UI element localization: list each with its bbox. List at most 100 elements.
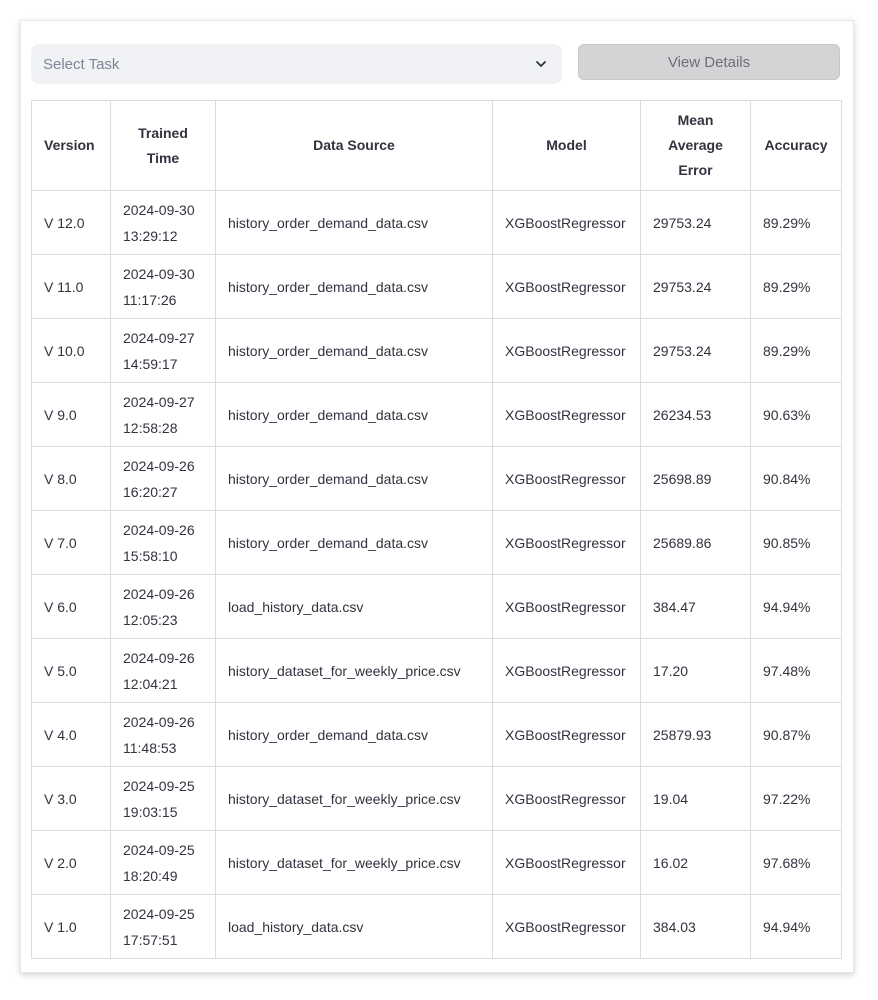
cell-mae: 29753.24 (640, 254, 751, 319)
cell-time: 12:04:21 (123, 675, 178, 692)
table-row: V 6.0 2024-09-26 12:05:23 load_history_da… (31, 574, 842, 639)
cell-model: XGBoostRegressor (492, 702, 641, 767)
cell-model: XGBoostRegressor (492, 382, 641, 447)
cell-version: V 1.0 (31, 894, 111, 959)
cell-date: 2024-09-25 (123, 841, 195, 858)
cell-model: XGBoostRegressor (492, 254, 641, 319)
header-mean-average-error[interactable]: Mean Average Error (640, 100, 751, 191)
cell-model: XGBoostRegressor (492, 190, 641, 255)
cell-trained-time: 2024-09-26 16:20:27 (110, 446, 216, 511)
table-row: V 10.0 2024-09-27 14:59:17 history_order_… (31, 318, 842, 383)
cell-model: XGBoostRegressor (492, 894, 641, 959)
table-row: V 3.0 2024-09-25 19:03:15 history_dataset… (31, 766, 842, 831)
cell-trained-time: 2024-09-26 15:58:10 (110, 510, 216, 575)
cell-accuracy: 97.68% (750, 830, 842, 895)
cell-accuracy: 90.85% (750, 510, 842, 575)
cell-data-source: history_order_demand_data.csv (215, 190, 493, 255)
cell-time: 13:29:12 (123, 227, 178, 244)
cell-accuracy: 94.94% (750, 574, 842, 639)
cell-mae: 384.47 (640, 574, 751, 639)
cell-model: XGBoostRegressor (492, 830, 641, 895)
cell-date: 2024-09-25 (123, 905, 195, 922)
header-model[interactable]: Model (492, 100, 641, 191)
cell-time: 16:20:27 (123, 483, 178, 500)
chevron-down-icon (532, 55, 550, 73)
table-row: V 4.0 2024-09-26 11:48:53 history_order_d… (31, 702, 842, 767)
cell-data-source: load_history_data.csv (215, 574, 493, 639)
cell-time: 14:59:17 (123, 355, 178, 372)
cell-date: 2024-09-26 (123, 585, 195, 602)
cell-model: XGBoostRegressor (492, 446, 641, 511)
cell-data-source: history_dataset_for_weekly_price.csv (215, 766, 493, 831)
cell-date: 2024-09-26 (123, 521, 195, 538)
cell-data-source: history_order_demand_data.csv (215, 382, 493, 447)
cell-version: V 10.0 (31, 318, 111, 383)
cell-time: 11:17:26 (123, 291, 177, 308)
cell-version: V 4.0 (31, 702, 111, 767)
cell-version: V 5.0 (31, 638, 111, 703)
cell-time: 11:48:53 (123, 739, 177, 756)
cell-trained-time: 2024-09-26 11:48:53 (110, 702, 216, 767)
cell-date: 2024-09-26 (123, 649, 195, 666)
header-accuracy[interactable]: Accuracy (750, 100, 842, 191)
cell-mae: 25698.89 (640, 446, 751, 511)
cell-trained-time: 2024-09-26 12:04:21 (110, 638, 216, 703)
cell-date: 2024-09-30 (123, 265, 195, 282)
cell-accuracy: 90.84% (750, 446, 842, 511)
cell-date: 2024-09-26 (123, 713, 195, 730)
cell-version: V 7.0 (31, 510, 111, 575)
table-row: V 9.0 2024-09-27 12:58:28 history_order_d… (31, 382, 842, 447)
table-row: V 2.0 2024-09-25 18:20:49 history_dataset… (31, 830, 842, 895)
cell-trained-time: 2024-09-25 17:57:51 (110, 894, 216, 959)
cell-version: V 9.0 (31, 382, 111, 447)
table-row: V 12.0 2024-09-30 13:29:12 history_order_… (31, 190, 842, 255)
cell-version: V 3.0 (31, 766, 111, 831)
cell-time: 19:03:15 (123, 803, 178, 820)
cell-mae: 17.20 (640, 638, 751, 703)
header-version[interactable]: Version (31, 100, 111, 191)
cell-mae: 384.03 (640, 894, 751, 959)
cell-data-source: history_order_demand_data.csv (215, 318, 493, 383)
training-history-card: Select Task View Details Version Trained… (20, 20, 854, 973)
cell-date: 2024-09-26 (123, 457, 195, 474)
table-row: V 1.0 2024-09-25 17:57:51 load_history_da… (31, 894, 842, 959)
cell-model: XGBoostRegressor (492, 510, 641, 575)
cell-mae: 25689.86 (640, 510, 751, 575)
cell-accuracy: 89.29% (750, 190, 842, 255)
header-trained-time[interactable]: Trained Time (110, 100, 216, 191)
cell-data-source: history_dataset_for_weekly_price.csv (215, 638, 493, 703)
task-select-placeholder: Select Task (43, 55, 120, 73)
cell-model: XGBoostRegressor (492, 318, 641, 383)
cell-mae: 25879.93 (640, 702, 751, 767)
cell-version: V 6.0 (31, 574, 111, 639)
cell-data-source: history_dataset_for_weekly_price.csv (215, 830, 493, 895)
cell-trained-time: 2024-09-25 18:20:49 (110, 830, 216, 895)
cell-mae: 16.02 (640, 830, 751, 895)
cell-accuracy: 94.94% (750, 894, 842, 959)
table-row: V 5.0 2024-09-26 12:04:21 history_dataset… (31, 638, 842, 703)
cell-date: 2024-09-25 (123, 777, 195, 794)
header-trained-time-line1: Trained (138, 124, 188, 141)
cell-mae: 29753.24 (640, 190, 751, 255)
cell-data-source: history_order_demand_data.csv (215, 254, 493, 319)
cell-time: 18:20:49 (123, 867, 178, 884)
header-data-source[interactable]: Data Source (215, 100, 493, 191)
cell-accuracy: 89.29% (750, 254, 842, 319)
cell-time: 12:05:23 (123, 611, 178, 628)
cell-date: 2024-09-27 (123, 393, 195, 410)
view-details-button[interactable]: View Details (578, 44, 840, 80)
toolbar: Select Task View Details (31, 44, 841, 84)
cell-data-source: history_order_demand_data.csv (215, 510, 493, 575)
cell-trained-time: 2024-09-27 12:58:28 (110, 382, 216, 447)
cell-version: V 2.0 (31, 830, 111, 895)
cell-model: XGBoostRegressor (492, 574, 641, 639)
cell-trained-time: 2024-09-26 12:05:23 (110, 574, 216, 639)
cell-data-source: load_history_data.csv (215, 894, 493, 959)
cell-model: XGBoostRegressor (492, 638, 641, 703)
cell-data-source: history_order_demand_data.csv (215, 446, 493, 511)
cell-version: V 8.0 (31, 446, 111, 511)
cell-time: 15:58:10 (123, 547, 178, 564)
task-select[interactable]: Select Task (31, 44, 562, 84)
versions-table: Version Trained Time Data Source Model M… (31, 100, 842, 959)
cell-accuracy: 89.29% (750, 318, 842, 383)
